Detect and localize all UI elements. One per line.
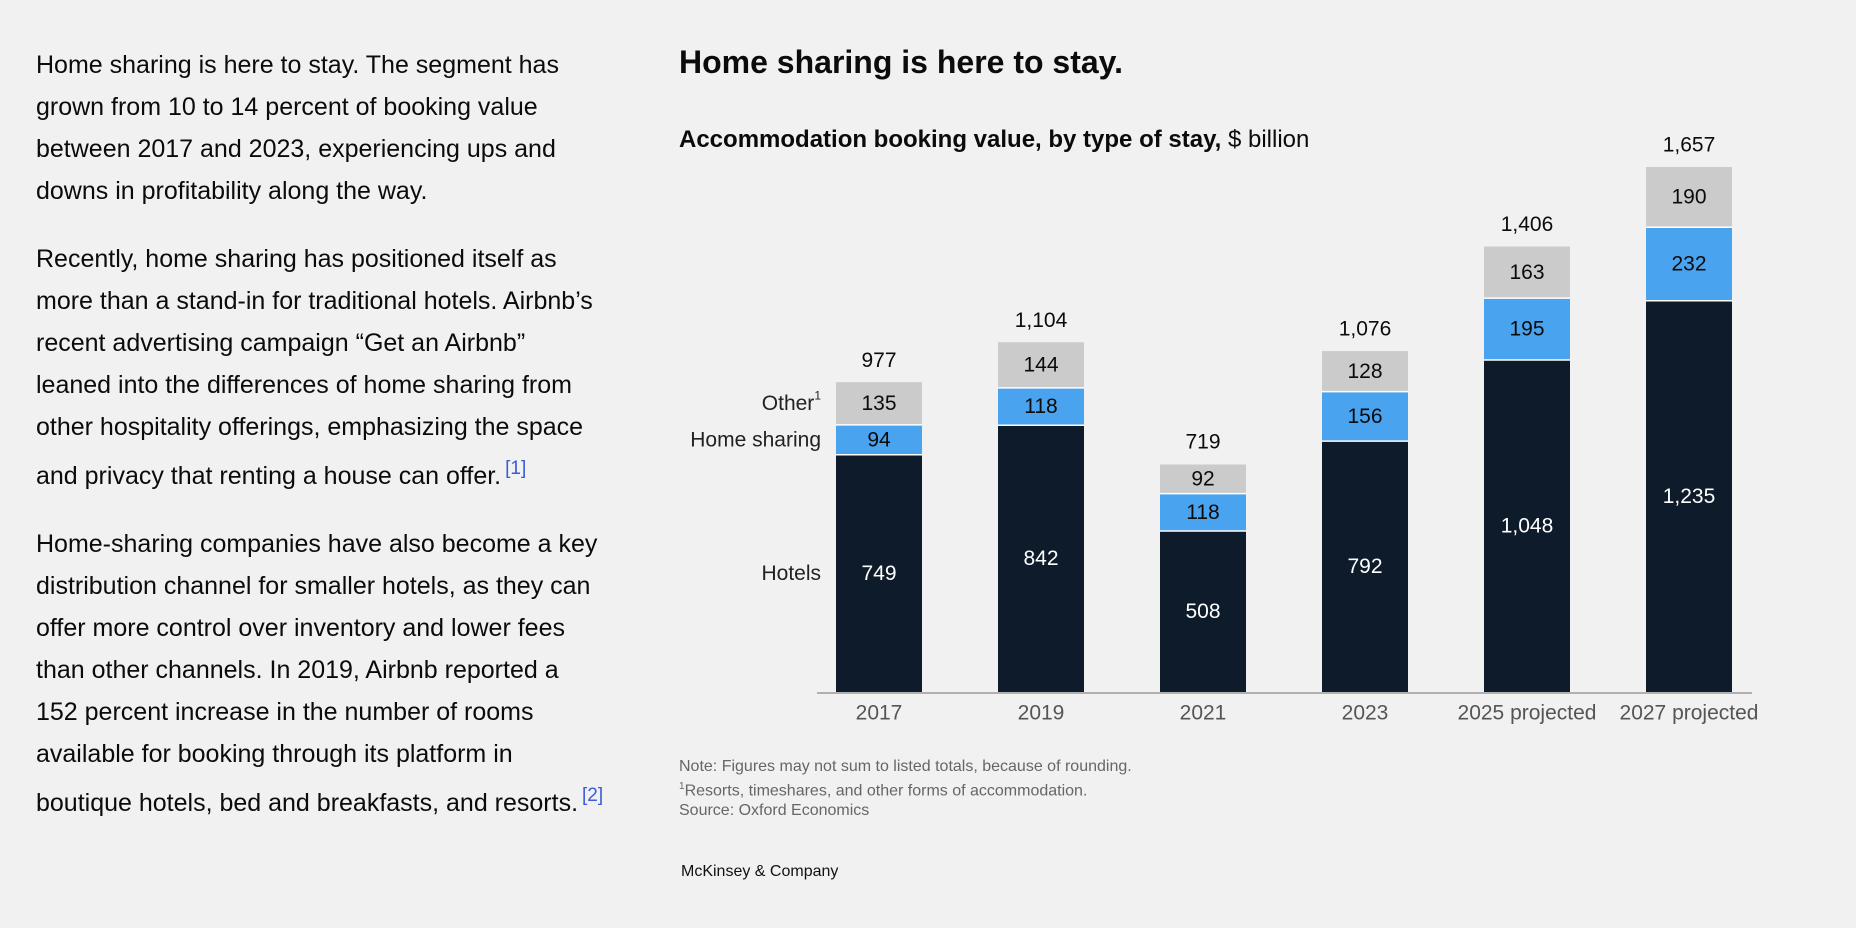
legend-footnote-marker: 1 [814, 389, 821, 403]
data-label-hotels-2019: 842 [1023, 547, 1058, 570]
paragraph-2: Recently, home sharing has positioned it… [36, 245, 593, 490]
x-tick-label-2025-projected: 2025 projected [1458, 702, 1597, 725]
data-label-other-2025-projected: 163 [1509, 261, 1544, 284]
bar-home-sharing-2027-projected [1646, 227, 1732, 301]
bar-other-2021 [1160, 464, 1246, 494]
data-label-hotels-2021: 508 [1185, 600, 1220, 623]
footnote-text: Resorts, timeshares, and other forms of … [684, 782, 1088, 800]
bar-home-sharing-2017 [836, 424, 922, 455]
chart-subtitle-main: Accommodation booking value, by type of … [679, 126, 1222, 153]
brand-logo-text: McKinsey & Company [681, 863, 839, 880]
data-label-hotels-2017: 749 [861, 562, 896, 585]
chart-title: Home sharing is here to stay. [679, 44, 1123, 80]
paragraph-3: Home-sharing companies have also become … [36, 530, 604, 817]
data-label-other-2027-projected: 190 [1671, 186, 1706, 209]
chart-subtitle-unit: $ billion [1227, 126, 1310, 153]
bar-other-2025-projected [1484, 246, 1570, 299]
bar-other-2027-projected [1646, 167, 1732, 228]
stacked-bar-chart: 749 94 135 977 2017 842 118 144 1,104 2019 508 118 9… [690, 134, 1759, 725]
bar-hotels-2027-projected [1646, 300, 1732, 692]
data-label-home-sharing-2019: 118 [1024, 395, 1057, 418]
x-tick-label-2027-projected: 2027 projected [1620, 702, 1759, 725]
total-label-2019: 1,104 [1015, 309, 1068, 332]
total-label-2023: 1,076 [1339, 318, 1392, 341]
bar-hotels-2023 [1322, 441, 1408, 692]
chart-notes: Note: Figures may not sum to listed tota… [679, 757, 1132, 821]
data-label-hotels-2023: 792 [1347, 555, 1382, 578]
paragraph-1: Home sharing is here to stay. The segmen… [36, 51, 559, 205]
bar-hotels-2025-projected [1484, 359, 1570, 692]
data-label-home-sharing-2021: 118 [1186, 501, 1219, 524]
bar-home-sharing-2023 [1322, 391, 1408, 442]
data-label-home-sharing-2025-projected: 195 [1509, 318, 1544, 341]
bar-home-sharing-2021 [1160, 493, 1246, 532]
legend-label-other: Other1 [762, 389, 822, 415]
data-label-other-2021: 92 [1191, 468, 1214, 491]
bar-hotels-2017 [836, 454, 922, 692]
data-label-home-sharing-2027-projected: 232 [1671, 252, 1706, 275]
bar-home-sharing-2025-projected [1484, 298, 1570, 360]
footnote-marker: 1 [679, 781, 685, 792]
chart-subtitle: Accommodation booking value, by type of … [679, 126, 1309, 154]
total-label-2021: 719 [1185, 431, 1220, 454]
legend-label-home-sharing: Home sharing [690, 428, 821, 451]
footnote: 1Resorts, timeshares, and other forms of… [679, 777, 1132, 801]
data-label-other-2017: 135 [861, 392, 896, 415]
source-text: Source: Oxford Economics [679, 802, 870, 820]
data-label-other-2019: 144 [1023, 354, 1058, 377]
x-tick-label-2017: 2017 [856, 702, 903, 725]
data-label-hotels-2027-projected: 1,235 [1663, 485, 1716, 508]
bar-hotels-2019 [998, 425, 1084, 692]
bar-hotels-2021 [1160, 531, 1246, 692]
total-label-2027-projected: 1,657 [1663, 134, 1716, 157]
reference-link-2[interactable]: [2] [582, 785, 604, 806]
legend-label-hotels: Hotels [761, 562, 821, 585]
bar-other-2017 [836, 382, 922, 425]
bar-other-2019 [998, 342, 1084, 388]
bar-home-sharing-2019 [998, 387, 1084, 426]
bar-other-2023 [1322, 351, 1408, 392]
data-label-hotels-2025-projected: 1,048 [1501, 515, 1554, 538]
article-text: Home sharing is here to stay. The segmen… [36, 44, 606, 850]
x-tick-label-2019: 2019 [1018, 702, 1065, 725]
data-label-other-2023: 128 [1347, 360, 1382, 383]
reference-link-1[interactable]: [1] [505, 458, 527, 479]
x-tick-label-2021: 2021 [1180, 702, 1227, 725]
data-label-home-sharing-2023: 156 [1347, 405, 1382, 428]
data-label-home-sharing-2017: 94 [867, 428, 891, 451]
total-label-2017: 977 [861, 349, 896, 372]
x-tick-label-2023: 2023 [1342, 702, 1389, 725]
note-text: Note: Figures may not sum to listed tota… [679, 758, 1132, 775]
total-label-2025-projected: 1,406 [1501, 213, 1554, 236]
